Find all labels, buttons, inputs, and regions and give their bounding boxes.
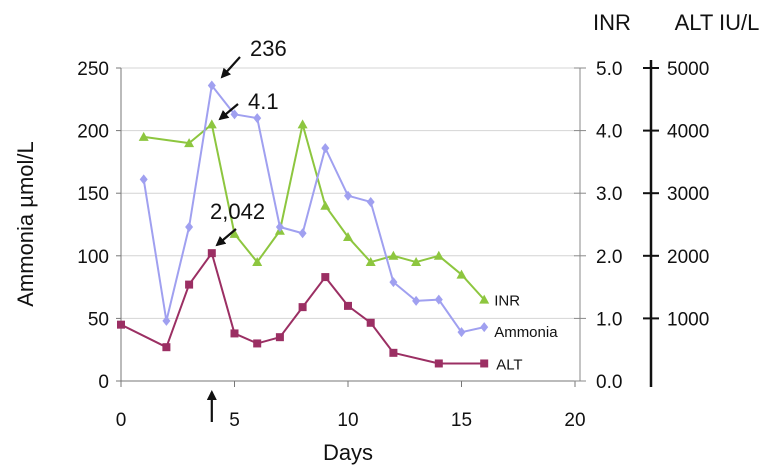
annotation-arrow [220, 56, 241, 79]
series-line [143, 123, 485, 301]
annotation-arrow [218, 103, 239, 121]
y-inr-tick-label: 2.0 [596, 247, 622, 268]
data-point [253, 339, 262, 348]
data-point [457, 327, 466, 338]
series-ammonia: Ammonia [139, 80, 558, 341]
data-point [275, 222, 284, 233]
y-alt-tick-label: 4000 [667, 122, 709, 143]
data-point [433, 250, 444, 260]
y-alt-tick-label: 3000 [667, 184, 709, 205]
data-point [206, 119, 217, 129]
y-inr-tick-label: 4.0 [596, 122, 622, 143]
annotations: 236 4.1 2,042 [206, 36, 287, 422]
data-point [297, 119, 308, 129]
series-inr: INR [138, 119, 520, 310]
series-line [142, 84, 485, 334]
data-point [207, 80, 216, 91]
y-alt-tick-label: 2000 [667, 247, 709, 268]
data-point [388, 250, 399, 260]
data-point [298, 303, 307, 312]
data-point [479, 294, 490, 304]
data-point [434, 294, 443, 305]
annotation-label: 2,042 [210, 199, 265, 224]
y-left-tick-label: 200 [77, 122, 109, 143]
data-point [185, 222, 194, 233]
data-point [456, 269, 467, 279]
data-point [344, 301, 352, 310]
data-point [230, 109, 239, 120]
data-point [207, 249, 216, 258]
y-axis-alt-title: ALT IU/L [675, 10, 760, 35]
y-left-tick-label: 50 [88, 309, 109, 330]
data-point [321, 273, 330, 282]
y-axis-inr-title: INR [593, 10, 631, 35]
data-point [434, 359, 443, 368]
series-label: ALT [496, 356, 522, 373]
y-inr-tick-label: 0.0 [596, 372, 622, 393]
x-tick-label: 10 [337, 410, 358, 431]
data-point [365, 257, 376, 267]
data-point [162, 315, 171, 326]
x-tick-label: 0 [116, 410, 127, 431]
y-alt-tick-label: 5000 [667, 59, 709, 80]
axes [116, 60, 659, 387]
y-left-tick-label: 150 [77, 184, 109, 205]
series-label: INR [494, 293, 520, 310]
axis-titles: Days Ammonia µmol/L INR ALT IU/L [13, 10, 759, 465]
tick-labels: 0 50 100 150 200 250 0 5 10 15 20 0.0 1.0 2.0 3.0 4.0 5.… [77, 59, 709, 431]
data-series: INR Ammonia ALT [117, 80, 558, 373]
data-point [184, 138, 195, 148]
data-point [366, 196, 375, 207]
data-point [411, 257, 422, 267]
data-point [298, 228, 307, 239]
y-left-tick-label: 0 [98, 372, 109, 393]
data-point [162, 343, 171, 352]
data-point [252, 257, 263, 267]
data-point [321, 143, 330, 154]
annotation-label: 236 [250, 36, 287, 61]
y-left-tick-label: 250 [77, 59, 109, 80]
data-point [229, 228, 240, 238]
y-inr-tick-label: 5.0 [596, 59, 622, 80]
data-point [480, 359, 489, 368]
series-alt: ALT [117, 249, 523, 373]
x-axis-title: Days [323, 440, 373, 465]
y-alt-tick-label: 1000 [667, 309, 709, 330]
data-point [139, 174, 148, 185]
data-point [389, 277, 398, 288]
y-left-tick-label: 100 [77, 247, 109, 268]
y-inr-tick-label: 1.0 [596, 309, 622, 330]
x-tick-label: 20 [564, 410, 585, 431]
y-inr-tick-label: 3.0 [596, 184, 622, 205]
series-line [120, 252, 485, 365]
y-axis-left-title: Ammonia µmol/L [13, 141, 38, 307]
data-point [480, 322, 489, 333]
annotation-arrow [215, 228, 237, 247]
data-point [320, 200, 331, 210]
data-point [117, 320, 125, 329]
x-tick-label: 5 [229, 410, 240, 431]
annotation-label: 4.1 [248, 89, 279, 114]
x-tick-label: 15 [451, 410, 472, 431]
data-point [389, 348, 398, 357]
series-label: Ammonia [494, 324, 558, 341]
data-point [275, 333, 284, 342]
data-point [344, 190, 352, 201]
data-point [185, 280, 194, 289]
data-point [412, 295, 421, 306]
data-point [366, 318, 375, 327]
data-point [343, 232, 353, 242]
data-point [138, 131, 149, 141]
data-point [230, 329, 239, 338]
data-point [253, 113, 262, 124]
